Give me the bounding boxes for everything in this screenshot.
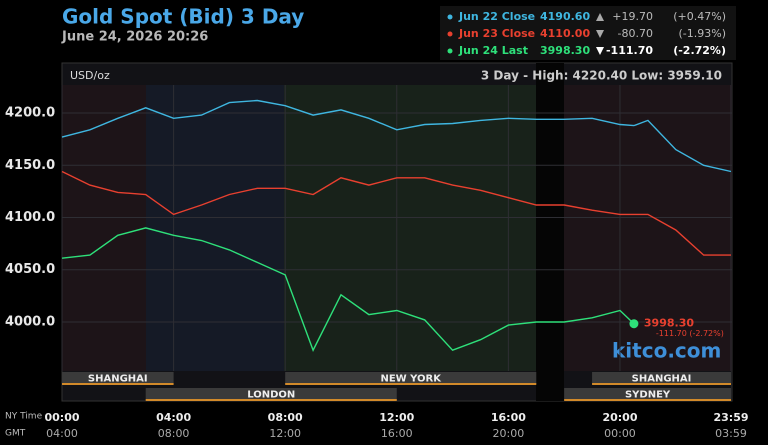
london-shade [146,85,284,371]
legend-close: 4110.00 [540,27,590,40]
chart-subtitle: June 24, 2026 20:26 [61,30,208,45]
legend-change-pct: (-2.72%) [673,44,726,57]
session-label: SYDNEY [625,390,671,401]
y-tick-label: 4100.0 [5,210,55,225]
series-line [61,170,731,256]
session-label: NEW YORK [380,374,442,385]
legend-arrow [596,47,604,55]
last-label: 3998.30 [644,317,694,330]
session-bar [592,372,731,384]
y-tick-label: 4200.0 [5,106,55,121]
x-tick-label: 08:00 [268,411,303,424]
gmt-tick-label: 20:00 [493,427,525,440]
x-tick-label: 23:59 [713,411,748,424]
legend-change: -111.70 [606,44,653,57]
closed-shade [536,63,564,401]
session-bar [62,372,174,384]
session-bar [145,388,397,400]
gmt-tick-label: 08:00 [158,427,190,440]
y-tick-label: 4150.0 [5,158,55,173]
session-label: LONDON [247,390,295,401]
session-bar [285,372,537,384]
gmt-tick-label: 03:59 [715,427,747,440]
asia-shade [564,85,732,371]
x-tick-label: 12:00 [379,411,414,424]
legend-close: 4190.60 [540,10,590,23]
x-tick-label: 04:00 [156,411,191,424]
y-axis-label: USD/oz [70,69,110,82]
session-label: SHANGHAI [632,374,692,385]
legend-arrow [596,13,604,21]
watermark: kitco.com [612,339,721,363]
gmt-tick-label: 16:00 [381,427,413,440]
x-tick-label: 16:00 [491,411,526,424]
x-row-label: GMT [5,429,26,439]
legend-marker [447,14,453,20]
legend-change-pct: (-1.93%) [679,27,727,40]
legend-marker [447,31,453,37]
chart-title: Gold Spot (Bid) 3 Day [62,5,304,29]
last-change: -111.70 (-2.72%) [656,329,724,338]
legend-change: -80.70 [618,27,653,40]
legend-close: 3998.30 [540,44,590,57]
legend-name: Jun 22 Close [458,10,535,23]
asia-shade [62,85,146,371]
legend-change-pct: (+0.47%) [673,10,726,23]
legend-change: +19.70 [612,10,653,23]
legend-name: Jun 24 Last [458,44,528,57]
legend-name: Jun 23 Close [458,27,535,40]
x-tick-label: 20:00 [602,411,637,424]
series-line [61,227,635,352]
x-row-label: NY Time [5,412,43,422]
last-point [629,319,639,329]
y-tick-label: 4050.0 [5,262,55,277]
gmt-tick-label: 04:00 [46,427,78,440]
series-line [61,99,732,173]
session-bar [564,388,731,400]
gmt-tick-label: 00:00 [604,427,636,440]
y-tick-label: 4000.0 [5,314,55,329]
gmt-tick-label: 12:00 [269,427,301,440]
session-label: SHANGHAI [88,374,148,385]
legend-box [440,6,736,60]
legend-arrow [596,30,604,38]
legend-marker [447,48,453,54]
range-label: 3 Day - High: 4220.40 Low: 3959.10 [481,69,722,83]
x-tick-label: 00:00 [44,411,79,424]
